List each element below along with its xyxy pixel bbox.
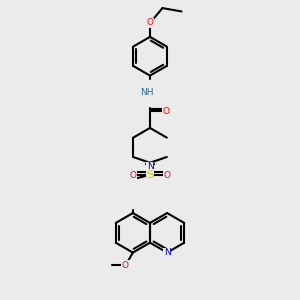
Text: S: S bbox=[146, 170, 154, 180]
Text: O: O bbox=[146, 18, 154, 27]
Text: O: O bbox=[164, 170, 170, 179]
Text: N: N bbox=[147, 162, 153, 171]
Text: N: N bbox=[164, 248, 170, 257]
Text: O: O bbox=[162, 107, 169, 116]
Text: O: O bbox=[130, 170, 136, 179]
Text: NH: NH bbox=[140, 88, 154, 97]
Text: O: O bbox=[122, 261, 129, 270]
